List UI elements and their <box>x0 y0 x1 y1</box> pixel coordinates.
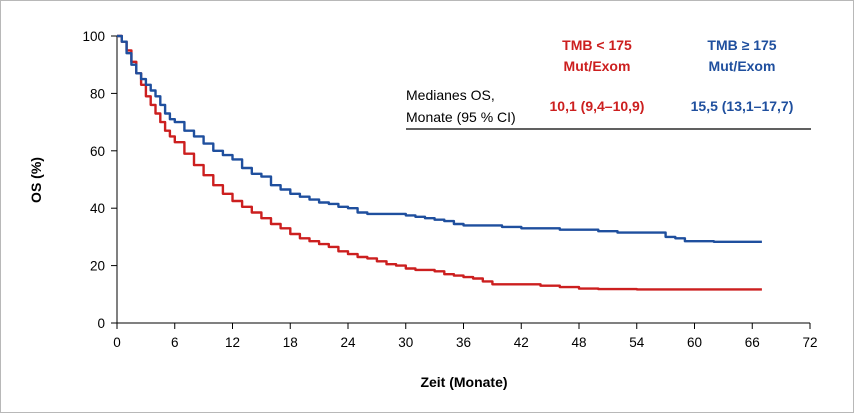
legend-series-1-median: 10,1 (9,4–10,9) <box>550 98 645 114</box>
legend: TMB < 175 Mut/Exom TMB ≥ 175 Mut/Exom Me… <box>406 37 811 130</box>
legend-series-2-name-line2: Mut/Exom <box>709 58 776 74</box>
legend-series-1-name-line1: TMB < 175 <box>562 37 632 53</box>
y-axis-title: OS (%) <box>28 157 44 203</box>
x-tick-label: 66 <box>745 335 760 350</box>
legend-series-2-name-line1: TMB ≥ 175 <box>707 37 776 53</box>
x-tick-label: 30 <box>398 335 413 350</box>
y-tick-label: 0 <box>97 316 105 331</box>
x-axis-title: Zeit (Monate) <box>420 374 507 390</box>
axes: 0 6 12 18 24 30 36 42 48 54 60 66 72 0 20 40 60 80 100 <box>82 29 817 350</box>
series-2-curve <box>117 34 762 243</box>
x-tick-label: 18 <box>283 335 298 350</box>
x-tick-label: 0 <box>113 335 121 350</box>
y-tick-label: 20 <box>90 259 105 274</box>
x-tick-label: 60 <box>687 335 702 350</box>
legend-series-2-median: 15,5 (13,1–17,7) <box>691 98 794 114</box>
y-tick-label: 100 <box>82 29 105 44</box>
x-tick-label: 36 <box>456 335 471 350</box>
x-tick-label: 42 <box>514 335 529 350</box>
y-tick-label: 40 <box>90 201 105 216</box>
x-tick-label: 24 <box>340 335 356 350</box>
x-tick-label: 12 <box>225 335 240 350</box>
x-tick-label: 54 <box>629 335 645 350</box>
legend-row-label-line2: Monate (95 % CI) <box>406 109 516 125</box>
y-tick-label: 60 <box>90 144 105 159</box>
x-tick-label: 6 <box>171 335 179 350</box>
x-tick-label: 48 <box>571 335 586 350</box>
x-tick-label: 72 <box>802 335 817 350</box>
y-tick-label: 80 <box>90 86 105 101</box>
curves <box>117 34 762 291</box>
legend-row-label-line1: Medianes OS, <box>406 87 495 103</box>
legend-series-1-name-line2: Mut/Exom <box>564 58 631 74</box>
series-1-curve <box>117 34 762 291</box>
